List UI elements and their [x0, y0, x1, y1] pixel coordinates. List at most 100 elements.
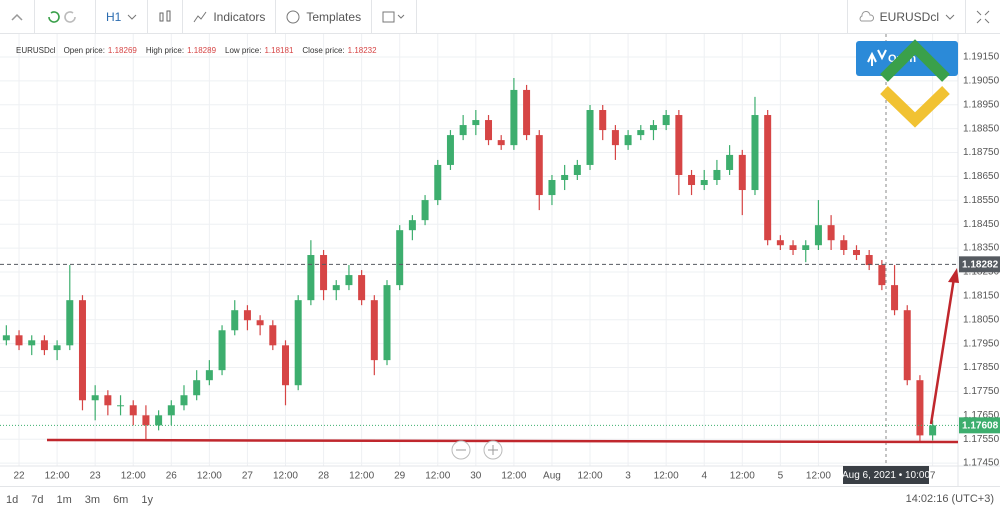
candle-body [662, 115, 670, 126]
y-tick-label: 1.18150 [963, 291, 1000, 302]
candle-body [802, 245, 810, 250]
bottom-bar: 1d 7d 1m 3m 6m 1y 14:02:16 (UTC+3) [0, 486, 1000, 510]
candle-body [827, 225, 835, 241]
zoom-in[interactable] [483, 440, 503, 460]
y-tick-label: 1.17550 [963, 434, 1000, 445]
candle-body [878, 265, 886, 286]
x-tick-label: 5 [778, 471, 784, 482]
open-icon [867, 49, 887, 66]
candle-body [446, 135, 454, 165]
x-tick-label: 12:00 [121, 471, 146, 482]
candle-body [523, 89, 531, 136]
candle-body [903, 310, 911, 381]
undo-redo[interactable] [35, 0, 96, 34]
candle-body [28, 340, 36, 346]
templates[interactable]: Templates [276, 0, 373, 34]
candle-body [91, 395, 99, 401]
price-label-bg [959, 256, 1000, 273]
candle-body [751, 115, 759, 191]
candle-body [485, 120, 493, 141]
trend-arrow [929, 277, 956, 425]
candle-body [117, 405, 125, 407]
candle-body [345, 275, 353, 286]
x-tick-label: 12:00 [45, 471, 70, 482]
candle-body [269, 325, 277, 346]
crosshair-label: Aug 6, 2021 • 10:00 [842, 470, 930, 481]
candle-body [40, 340, 48, 351]
candle-body [53, 345, 61, 351]
candle-body [548, 180, 556, 196]
range-button[interactable]: 7d [31, 493, 44, 506]
candle-body [649, 125, 657, 131]
zoom-out[interactable] [451, 440, 471, 460]
chart-bg [0, 34, 1000, 486]
range-button[interactable]: 3m [84, 493, 101, 506]
x-tick-label: Aug [543, 471, 561, 482]
range-button[interactable]: 1m [56, 493, 72, 506]
overlay: Open EURUSDcl Open price: 1.18269 High pric… [0, 34, 1000, 486]
candle-body [561, 174, 569, 181]
chart-type[interactable] [148, 0, 184, 34]
candle-body [320, 255, 328, 291]
x-tick-label: 12:00 [806, 471, 831, 482]
y-tick-label: 1.17850 [963, 362, 1000, 373]
x-tick-label: 29 [394, 471, 406, 482]
legend-symbol: EURUSDcl [16, 46, 56, 55]
candle-body [840, 240, 848, 250]
y-tick-label: 1.18050 [963, 314, 1000, 325]
y-tick-label: 1.19050 [963, 76, 1000, 87]
x-tick-label: 28 [318, 471, 330, 482]
calendar[interactable] [372, 0, 418, 34]
ranges: 1d 7d 1m 3m 6m 1y [6, 492, 166, 506]
candle-body [726, 154, 734, 170]
legend-label: Open price: [64, 46, 105, 55]
x-tick-label: 23 [90, 471, 102, 482]
y-tick-label: 1.18950 [963, 99, 1000, 110]
candle-body [193, 380, 201, 396]
y-tick-label: 1.18650 [963, 171, 1000, 182]
range-button[interactable]: 1y [141, 493, 153, 506]
candle-body [396, 230, 404, 286]
candle-body [421, 200, 429, 221]
legend-value: 1.18232 [348, 46, 377, 55]
fullscreen[interactable] [966, 0, 1000, 34]
symbol[interactable]: EURUSDcl [846, 0, 966, 34]
y-tick-label: 1.18350 [963, 243, 1000, 254]
candle-body [916, 380, 924, 436]
x-tick-label: 30 [470, 471, 482, 482]
legend-label: High price: [146, 46, 184, 55]
y-tick-label: 1.17650 [963, 410, 1000, 421]
candle-body [688, 174, 696, 186]
candle-body [243, 310, 251, 321]
candle-body [383, 285, 391, 361]
candle-body [510, 89, 518, 146]
legend-value: 1.18181 [264, 46, 293, 55]
x-tick-label: 7 [930, 471, 936, 482]
templates-label: Templates [306, 9, 362, 24]
x-tick-label: 26 [166, 471, 178, 482]
candle-body [852, 250, 860, 256]
timeframe[interactable]: H1 [96, 0, 149, 34]
collapse[interactable] [0, 0, 35, 34]
candle-body [599, 110, 607, 131]
y-tick-label: 1.18450 [963, 219, 1000, 230]
legend-value: 1.18269 [108, 46, 137, 55]
indicators[interactable]: Indicators [183, 0, 277, 34]
symbol-label: EURUSDcl [879, 9, 939, 24]
legend-value: 1.18289 [187, 46, 216, 55]
range-button[interactable]: 1d [6, 493, 19, 506]
candle-body [789, 245, 797, 250]
y-tick-label: 1.17950 [963, 338, 1000, 349]
candle-body [2, 335, 10, 341]
candle-body [434, 164, 442, 201]
x-tick-label: 12:00 [425, 471, 450, 482]
candle-body [611, 130, 619, 146]
y-tick-label: 1.18850 [963, 123, 1000, 134]
grid: 22 12:00 23 12:00 26 12:00 27 12:00 28 12:00 29 12:… [0, 34, 958, 482]
candle-body [205, 370, 213, 381]
price-label-bg [959, 417, 1000, 434]
range-button[interactable]: 6m [113, 493, 129, 506]
arrow-head [948, 268, 959, 283]
candle-body [256, 320, 264, 326]
